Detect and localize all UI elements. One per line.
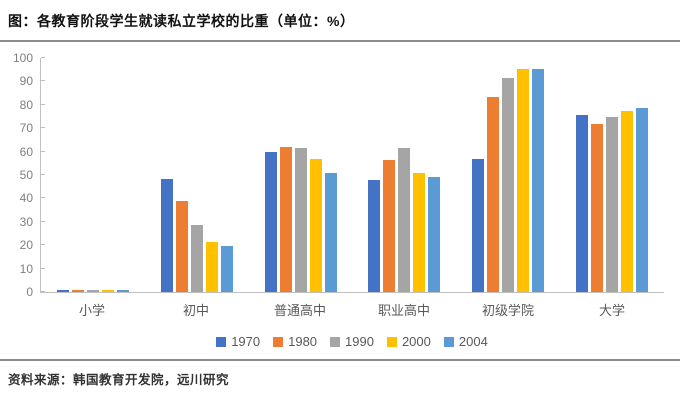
y-tick-mark (41, 220, 45, 222)
legend-label: 1980 (288, 334, 318, 349)
y-tick-label: 100 (12, 51, 33, 65)
legend-swatch-icon (216, 336, 227, 347)
y-tick-label: 50 (19, 168, 33, 182)
legend-item-1990: 1990 (330, 334, 374, 349)
bar-group-1 (41, 289, 145, 292)
bar-1980 (487, 96, 500, 292)
x-axis-label-3: 普通高中 (273, 303, 326, 318)
bar-1980 (591, 123, 604, 292)
bar-1970 (160, 178, 173, 292)
legend-item-1970: 1970 (216, 334, 260, 349)
bar-2004 (428, 177, 441, 292)
bar-group-2 (145, 178, 249, 292)
y-tick-mark (41, 267, 45, 269)
bar-1980 (71, 289, 84, 292)
bar-1990 (398, 148, 411, 292)
x-axis-label-6: 大学 (598, 303, 625, 318)
bar-group-5 (456, 68, 560, 292)
bar-chart: 0 10 20 30 40 50 60 70 80 90 100 小学 初中 普通高中 职业高中 初级学院 大… (13, 52, 664, 349)
bar-2000 (621, 110, 634, 292)
y-tick-mark (41, 80, 45, 82)
bar-2004 (532, 68, 545, 292)
x-axis-label-5: 初级学院 (481, 303, 534, 318)
bar-1980 (279, 146, 292, 292)
legend-item-1980: 1980 (273, 334, 317, 349)
legend-swatch-icon (330, 336, 341, 347)
chart-title: 图：各教育阶段学生就读私立学校的比重（单位：%） (8, 13, 355, 29)
bar-1970 (368, 179, 381, 292)
y-tick-mark (41, 150, 45, 152)
bar-1970 (264, 151, 277, 292)
bar-2004 (220, 246, 233, 292)
bar-2000 (309, 158, 322, 292)
x-axis-label-4: 职业高中 (377, 303, 430, 318)
legend-swatch-icon (386, 336, 397, 347)
x-axis-label-2: 初中 (182, 303, 209, 318)
y-tick-mark (41, 174, 45, 175)
y-tick-mark (41, 197, 45, 199)
bar-2000 (205, 241, 218, 292)
bar-2000 (413, 172, 426, 292)
x-axis-label-1: 小学 (78, 303, 105, 318)
bar-1990 (294, 148, 307, 292)
legend: 1970 1980 1990 2000 2004 (40, 334, 664, 349)
bar-2004 (636, 108, 649, 292)
bar-2004 (324, 172, 337, 292)
y-tick-label: 0 (26, 285, 33, 299)
bar-1980 (383, 159, 396, 292)
y-tick-mark (41, 244, 45, 246)
y-tick-mark (41, 57, 45, 58)
bar-1970 (472, 158, 485, 292)
bar-group-3 (249, 146, 353, 292)
legend-label: 1970 (231, 334, 261, 349)
y-tick-label: 10 (19, 261, 33, 276)
bar-2000 (101, 289, 114, 292)
bar-groups (41, 58, 664, 292)
bar-1980 (175, 200, 188, 292)
bar-2000 (517, 68, 530, 292)
y-tick-label: 60 (19, 144, 33, 159)
y-tick-label: 30 (19, 214, 33, 229)
legend-item-2004: 2004 (443, 334, 488, 349)
plot-area: 0 10 20 30 40 50 60 70 80 90 100 (13, 52, 664, 298)
bar-2004 (116, 289, 129, 292)
y-tick-mark (41, 291, 45, 292)
legend-swatch-icon (273, 336, 284, 347)
header: 图：各教育阶段学生就读私立学校的比重（单位：%） (0, 0, 680, 42)
bar-1990 (606, 116, 619, 292)
bar-1970 (56, 289, 69, 292)
legend-label: 1990 (345, 334, 374, 349)
bar-group-4 (352, 148, 456, 292)
y-tick-label: 90 (19, 74, 33, 89)
y-tick-mark (41, 127, 45, 129)
bar-1970 (576, 115, 589, 292)
source-note: 资料来源：韩国教育开发院，远川研究 (8, 373, 230, 387)
y-tick-mark (41, 103, 45, 105)
y-tick-label: 40 (19, 191, 33, 206)
y-tick-label: 70 (19, 121, 33, 136)
bar-1990 (190, 225, 203, 292)
legend-label: 2000 (401, 334, 431, 349)
legend-item-2000: 2000 (386, 334, 431, 349)
bar-group-6 (560, 108, 664, 292)
footer: 资料来源：韩国教育开发院，远川研究 (0, 359, 680, 400)
x-axis-labels: 小学 初中 普通高中 职业高中 初级学院 大学 (40, 300, 664, 319)
bar-1990 (86, 289, 99, 292)
y-tick-label: 20 (19, 238, 33, 253)
legend-swatch-icon (443, 336, 454, 347)
legend-label: 2004 (458, 334, 488, 349)
bar-1990 (502, 77, 515, 292)
y-tick-label: 80 (19, 97, 33, 112)
